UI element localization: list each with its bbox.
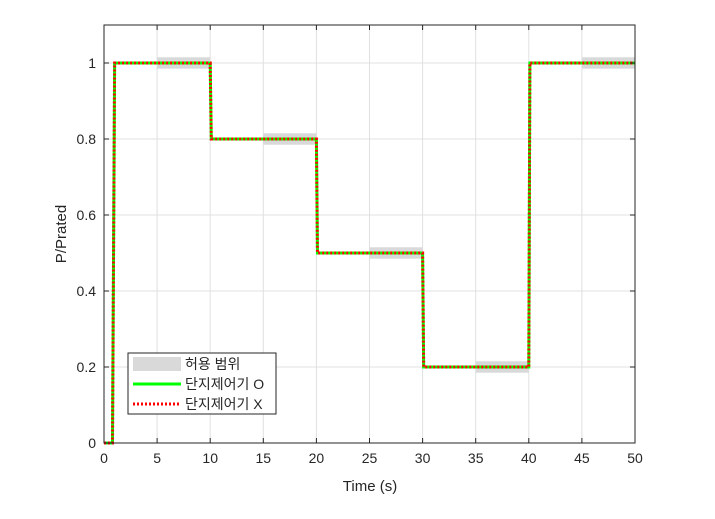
y-tick-label: 0.4: [77, 283, 97, 299]
x-tick-label: 30: [415, 450, 431, 466]
x-tick-label: 25: [362, 450, 378, 466]
legend-label-series-1: 단지제어기 O: [185, 376, 264, 392]
y-tick-label: 1: [88, 55, 96, 71]
y-axis-label: P/Prated: [53, 205, 70, 263]
x-tick-label: 50: [627, 450, 643, 466]
y-tick-label: 0.6: [77, 207, 97, 223]
x-tick-label: 5: [153, 450, 161, 466]
y-tick-label: 0.8: [77, 131, 97, 147]
x-tick-label: 45: [574, 450, 590, 466]
ticks: 0 5 10 15 20 25 30 35 40 45 50 0 0.2 0.4 0.6 0.8 1: [77, 25, 643, 466]
legend-swatch-tolerance: [133, 357, 181, 371]
x-tick-label: 40: [521, 450, 537, 466]
x-tick-label: 10: [202, 450, 218, 466]
y-tick-label: 0: [88, 435, 96, 451]
series-lines: [104, 61, 635, 445]
x-tick-label: 20: [309, 450, 325, 466]
x-tick-label: 0: [100, 450, 108, 466]
x-axis-label: Time (s): [343, 478, 397, 495]
series-line-2: [104, 61, 635, 445]
x-tick-label: 15: [256, 450, 272, 466]
legend-label-series-2: 단지제어기 X: [185, 396, 263, 412]
y-tick-label: 0.2: [77, 359, 97, 375]
legend-label-tolerance: 허용 범위: [185, 356, 240, 372]
x-tick-label: 35: [468, 450, 484, 466]
legend: 허용 범위 단지제어기 O 단지제어기 X: [127, 352, 277, 415]
